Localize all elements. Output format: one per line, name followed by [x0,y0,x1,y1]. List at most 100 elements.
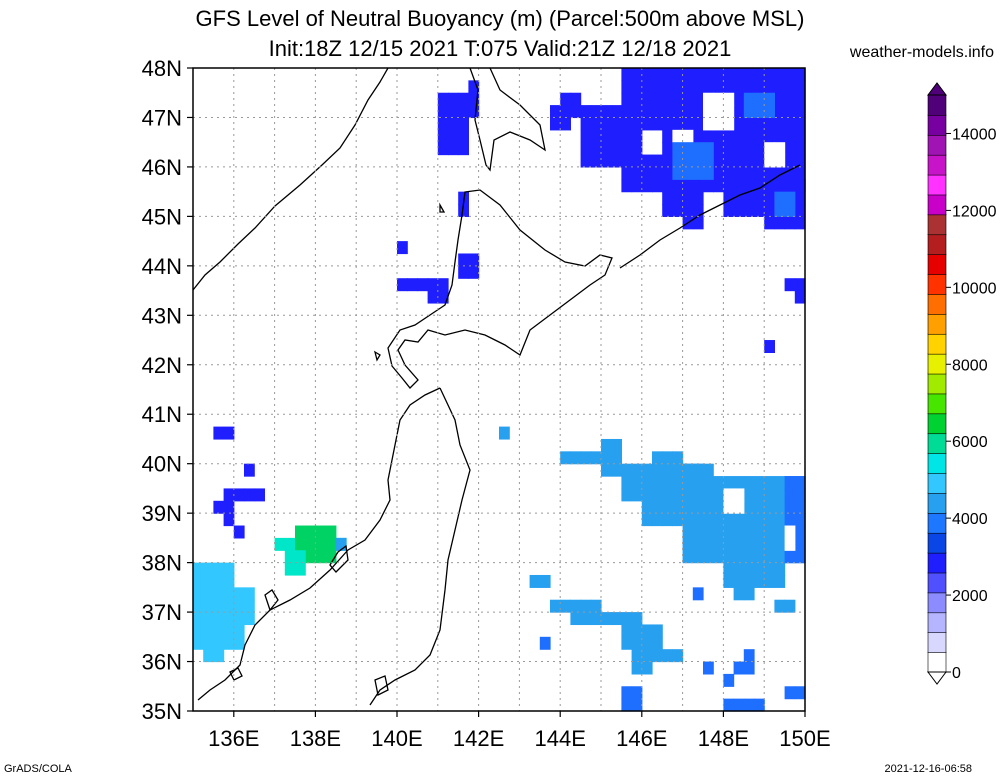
longitude-tick-label: 142E [453,726,504,751]
field-cell [560,117,571,131]
field-cell [754,179,765,193]
field-cell [743,574,755,588]
field-cell [723,204,735,217]
field-cell [397,241,408,255]
field-cell [733,698,745,712]
field-cell [672,117,684,131]
field-cell [774,476,786,490]
field-cell [743,105,755,119]
field-cell [631,92,643,106]
field-cell [662,488,673,502]
field-cell [764,204,775,217]
field-cell [723,80,735,94]
field-cell [794,476,806,490]
field-cell [764,166,775,180]
field-cell [774,142,786,156]
field-cell [764,80,775,94]
field-cell [754,68,765,81]
field-cell [641,68,653,81]
field-cell [774,68,786,81]
field-cell [631,624,643,638]
field-cell [764,525,775,539]
field-cell [682,550,694,564]
field-cell [743,117,755,131]
field-cell [692,92,704,106]
field-cell [621,105,633,119]
field-cell [764,488,775,502]
field-cell [774,179,786,193]
field-cell [723,154,735,168]
field-cell [794,686,806,700]
field-cell [703,166,714,180]
field-cell [703,80,714,94]
field-cell [743,649,755,663]
field-cell [784,278,796,292]
field-cell [641,105,653,119]
field-cell [703,513,714,527]
field-cell [437,105,449,119]
field-cell [621,624,633,638]
field-cell [784,166,796,180]
field-cell [682,179,694,193]
field-cell [713,513,724,527]
field-cell [692,525,704,539]
field-cell [764,142,775,156]
field-cell [601,142,612,156]
field-cell [764,92,775,106]
field-cell [621,142,633,156]
field-cell [468,265,480,279]
field-cell [784,142,796,156]
field-cell [672,204,684,217]
field-cell [743,92,755,106]
field-cell [723,513,735,527]
field-cell [652,463,663,477]
field-cell [662,476,673,490]
field-cell [774,216,786,230]
field-cell [692,154,704,168]
field-cell [723,129,735,143]
field-cell [784,92,796,106]
field-cell [193,562,204,576]
field-cell [550,105,561,119]
field-cell [733,92,745,106]
field-cell [601,451,612,465]
field-cell [672,105,684,119]
field-cell [570,599,582,613]
buoyancy-field [193,68,806,712]
field-cell [437,117,449,131]
field-cell [641,463,653,477]
field-cell [580,612,592,626]
field-cell [713,476,724,490]
field-cell [692,68,704,81]
field-cell [611,129,622,143]
field-cell [652,166,663,180]
field-cell [652,154,663,168]
longitude-tick-label: 136E [208,726,259,751]
field-cell [743,661,755,675]
field-cell [641,117,653,131]
field-cell [692,463,704,477]
colorbar-swatch [927,631,947,653]
field-cell [713,142,724,156]
field-cell [611,154,622,168]
field-cell [703,476,714,490]
colorbar-swatch [927,134,947,156]
field-cell [754,574,765,588]
field-cell [203,574,214,588]
latitude-tick-label: 45N [142,204,182,229]
field-cell [743,476,755,490]
field-cell [244,599,255,613]
field-cell [580,117,592,131]
field-cell [692,166,704,180]
field-cell [621,488,633,502]
field-cell [774,117,786,131]
latitude-tick-label: 44N [142,254,182,279]
field-cell [784,216,796,230]
field-cell [764,129,775,143]
field-cell [723,488,735,502]
field-cell [703,92,714,106]
field-cell [754,80,765,94]
field-cell [754,166,765,180]
field-cell [641,179,653,193]
field-cell [723,179,735,193]
